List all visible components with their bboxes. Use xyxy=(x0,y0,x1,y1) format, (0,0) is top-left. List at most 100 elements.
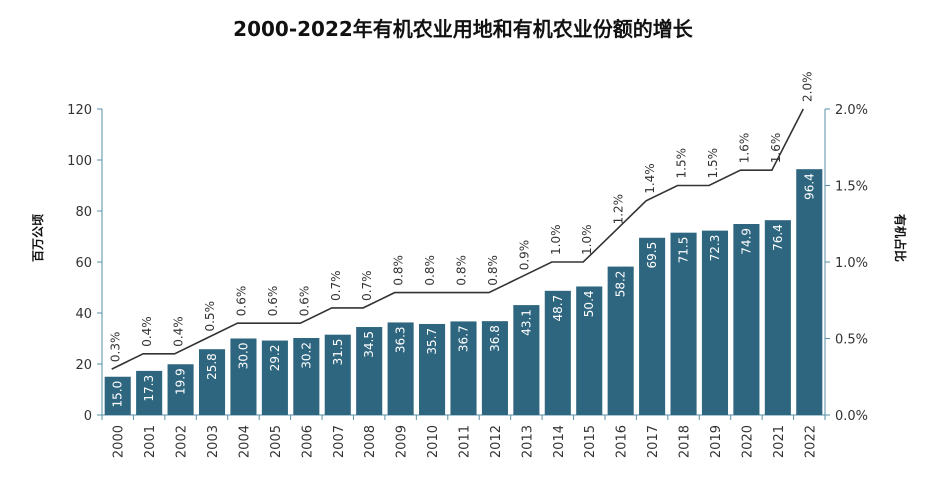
bar-label-2019: 72.3 xyxy=(708,235,722,262)
line-label-2016: 1.2% xyxy=(612,194,626,225)
bar-label-2000: 15.0 xyxy=(111,381,125,408)
x-tick-label-2020: 2020 xyxy=(740,425,755,458)
bar-2011 xyxy=(450,321,477,415)
line-label-2008: 0.7% xyxy=(360,270,374,301)
x-tick-label-2005: 2005 xyxy=(269,425,284,458)
bar-label-2011: 36.7 xyxy=(457,325,471,352)
share-line-path xyxy=(111,108,804,370)
bar-label-2012: 36.8 xyxy=(488,325,502,352)
bar-2014 xyxy=(544,290,571,415)
left-tick-label: 80 xyxy=(75,205,92,220)
line-label-2021: 1.6% xyxy=(769,133,783,164)
share-line: 0.3% 0.4% 0.4% 0.5% 0.6% 0.6% 0.6% 0.7% 0.7% 0.8%… xyxy=(109,72,814,370)
bar-2008 xyxy=(356,327,383,415)
bar-label-2017: 69.5 xyxy=(645,242,659,269)
line-label-2014: 1.0% xyxy=(549,225,563,256)
right-tick-label: 1.5% xyxy=(835,180,868,195)
bar-2003 xyxy=(198,349,226,415)
bar-2021 xyxy=(764,220,791,415)
bar-label-2021: 76.4 xyxy=(771,224,785,251)
x-tick-label-2011: 2011 xyxy=(458,425,473,458)
left-tick-label: 120 xyxy=(67,103,92,118)
x-tick-label-2003: 2003 xyxy=(206,425,221,458)
left-tick-label: 0 xyxy=(84,409,92,424)
line-label-2004: 0.6% xyxy=(234,286,248,317)
line-label-2020: 1.6% xyxy=(737,133,751,164)
x-tick-label-2006: 2006 xyxy=(300,425,315,458)
line-label-2013: 0.9% xyxy=(517,240,531,271)
right-tick-label: 0.0% xyxy=(835,409,868,424)
line-label-2001: 0.4% xyxy=(140,316,154,347)
bar-2018 xyxy=(670,232,697,415)
bar-label-2003: 25.8 xyxy=(205,353,219,380)
x-tick-label-2022: 2022 xyxy=(803,425,818,458)
line-label-2011: 0.8% xyxy=(455,255,469,286)
bar-2012 xyxy=(481,321,508,415)
bar-2019 xyxy=(701,230,729,415)
bar-label-2013: 43.1 xyxy=(519,309,533,336)
bar-label-2014: 48.7 xyxy=(551,295,565,322)
bar-2007 xyxy=(324,334,351,415)
line-label-2017: 1.4% xyxy=(643,163,657,194)
bar-label-2007: 31.5 xyxy=(331,339,345,366)
bars: 15.0 17.3 19.9 25.8 30.0 29.2 30.2 31.5 34.5 36.3… xyxy=(104,169,823,415)
bar-label-2016: 58.2 xyxy=(614,271,628,298)
line-label-2005: 0.6% xyxy=(266,286,280,317)
bar-2013 xyxy=(513,305,540,415)
right-axis-title: 有机占比 xyxy=(893,214,908,262)
x-tick-label-2014: 2014 xyxy=(552,425,567,458)
bar-label-2004: 30.0 xyxy=(236,343,250,370)
x-tick-label-2004: 2004 xyxy=(237,425,252,458)
bar-2001 xyxy=(136,370,163,415)
left-axis-title: 百万公顷 xyxy=(31,214,45,262)
left-tick-label: 60 xyxy=(75,256,92,271)
x-tick-label-2002: 2002 xyxy=(175,425,190,458)
bar-2005 xyxy=(261,340,288,415)
bar-2002 xyxy=(167,364,194,415)
x-tick-label-2001: 2001 xyxy=(143,425,158,458)
bar-2000 xyxy=(104,376,131,415)
line-label-2002: 0.4% xyxy=(172,316,186,347)
x-tick-label-2010: 2010 xyxy=(426,425,441,458)
bar-label-2020: 74.9 xyxy=(739,228,753,255)
bar-2004 xyxy=(230,338,257,415)
bar-2010 xyxy=(419,323,446,415)
bar-2020 xyxy=(733,224,760,415)
bar-label-2015: 50.4 xyxy=(582,290,596,317)
bar-2022 xyxy=(796,169,823,415)
x-tick-label-2007: 2007 xyxy=(332,425,347,458)
x-tick-label-2008: 2008 xyxy=(363,425,378,458)
line-label-2019: 1.5% xyxy=(706,148,720,179)
line-label-2018: 1.5% xyxy=(675,148,689,179)
x-tick-label-2021: 2021 xyxy=(772,425,787,458)
bar-label-2010: 35.7 xyxy=(425,328,439,355)
axes: 0 20 40 60 80 100 120 0.0% 0.5% 1.0% 1.5% 2.0% 2000 2… xyxy=(67,103,868,458)
line-label-2000: 0.3% xyxy=(109,332,123,363)
x-tick-label-2000: 2000 xyxy=(112,425,127,458)
x-tick-label-2009: 2009 xyxy=(395,425,410,458)
right-tick-label: 1.0% xyxy=(835,256,868,271)
bar-label-2005: 29.2 xyxy=(268,345,282,372)
bar-label-2022: 96.4 xyxy=(802,173,816,200)
bar-2015 xyxy=(576,286,603,415)
line-label-2010: 0.8% xyxy=(423,255,437,286)
line-label-2022: 2.0% xyxy=(800,72,814,103)
x-tick-label-2016: 2016 xyxy=(615,425,630,458)
bar-2017 xyxy=(639,237,666,415)
bar-2009 xyxy=(387,322,414,415)
x-tick-label-2017: 2017 xyxy=(646,425,661,458)
right-tick-label: 0.5% xyxy=(835,333,868,348)
chart-title: 2000-2022年有机农业用地和有机农业份额的增长 xyxy=(233,17,694,41)
left-tick-label: 20 xyxy=(75,358,92,373)
x-tick-label-2012: 2012 xyxy=(489,425,504,458)
line-label-2006: 0.6% xyxy=(297,286,311,317)
line-label-2009: 0.8% xyxy=(392,255,406,286)
bar-label-2002: 19.9 xyxy=(174,368,188,395)
bar-label-2006: 30.2 xyxy=(299,342,313,369)
left-tick-label: 40 xyxy=(75,307,92,322)
x-tick-label-2013: 2013 xyxy=(520,425,535,458)
bar-2016 xyxy=(607,266,634,415)
x-tick-label-2018: 2018 xyxy=(678,425,693,458)
left-tick-label: 100 xyxy=(67,154,92,169)
x-tick-label-2015: 2015 xyxy=(583,425,598,458)
